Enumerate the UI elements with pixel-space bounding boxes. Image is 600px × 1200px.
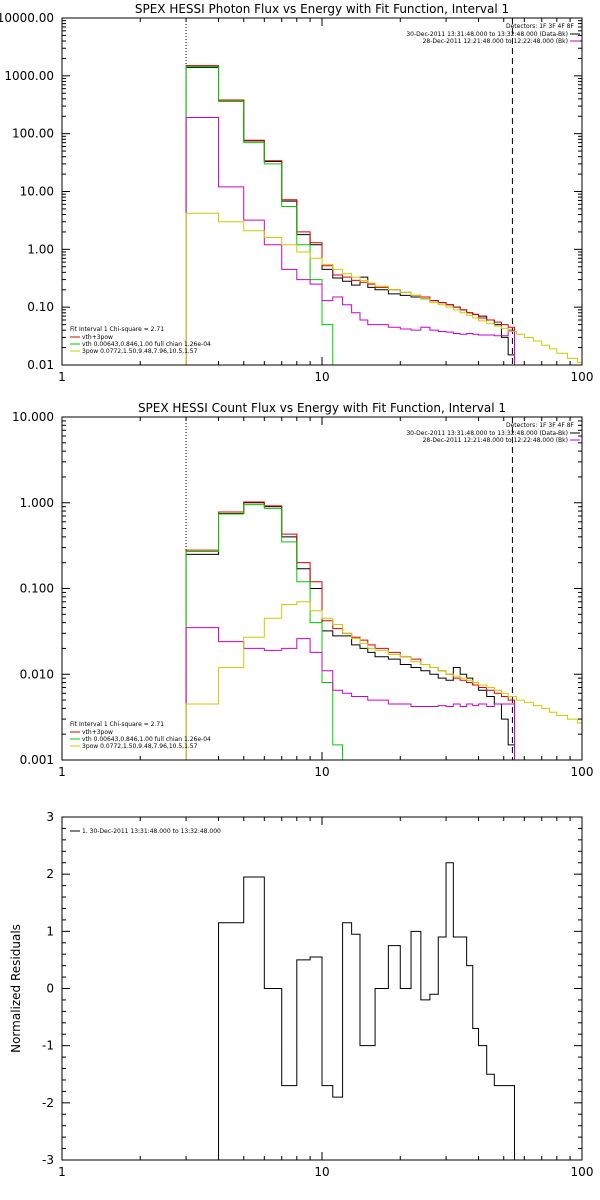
y-tick-label: 0.01 [27,358,54,372]
series-line-4 [185,117,515,365]
chart-panel-2: SPEX HESSI Count Flux vs Energy with Fit… [12,401,593,779]
y-tick-label: 1.000 [20,496,54,510]
y-tick-label: -2 [42,1096,54,1110]
series-line-4 [185,627,515,760]
legend-entry: vth+3pow [82,334,113,341]
plot-frame [61,17,583,366]
y-tick-label: 0.010 [20,667,54,681]
y-tick-label: 3 [46,810,54,824]
y-tick-label: 10.00 [20,185,54,199]
detectors-label: Detectors: 1F 3F 4F 8F [506,23,575,30]
fit-header: Fit Interval 1 Chi-square = 2.71 [70,326,164,333]
legend-entry: vth+3pow [82,729,113,736]
chart-panel-1: SPEX HESSI Photon Flux vs Energy with Fi… [0,2,593,384]
legend-entry: 3pow 0.0772,1.50,9.48,7.96,10.5,1.57 [82,348,198,355]
y-tick-label: -1 [42,1039,54,1053]
x-tick-label: 10 [314,370,329,384]
y-tick-label: -3 [42,1153,54,1167]
chart-title: SPEX HESSI Count Flux vs Energy with Fit… [138,401,506,415]
y-tick-label: 0.001 [20,753,54,767]
legend-entry: 30-Dec-2011 13:31:48.000 to 13:32:48.000… [406,31,568,38]
y-tick-label: 0.10 [27,300,54,314]
plot-frame [61,816,583,1161]
series-line-1 [185,66,515,365]
x-tick-label: 10 [314,1165,329,1179]
y-tick-label: 1000.00 [4,69,54,83]
x-tick-label: 100 [571,1165,594,1179]
series-line-1 [185,502,515,760]
y-tick-label: 1.00 [27,242,54,256]
y-tick-label: 2 [46,867,54,881]
legend-entry: 28-Dec-2011 12:21:48.000 to 12:22:48.000… [423,437,568,444]
plot-frame [61,416,583,761]
legend-entry: 1. 30-Dec-2011 13:31:48.000 to 13:32:48.… [82,828,221,835]
legend-entry: vth 0.00643,0.846,1.00 full chian 1.26e-… [82,341,211,348]
series-line-1 [186,862,515,1160]
series-line-2 [185,501,515,760]
chart-title: SPEX HESSI Photon Flux vs Energy with Fi… [135,2,509,16]
series-group [185,65,582,365]
series-line-5 [185,212,582,365]
x-tick-label: 1 [58,765,66,779]
y-tick-label: 10000.00 [0,11,54,25]
series-group [185,501,582,760]
legend-entry: 28-Dec-2011 12:21:48.000 to 12:22:48.000… [423,38,568,45]
series-group [186,862,515,1160]
y-tick-label: 0 [46,982,54,996]
fit-header: Fit Interval 1 Chi-square = 2.71 [70,721,164,728]
series-line-3 [185,66,344,365]
chart-panel-3: 1 10 100 -3 -2 -1 0 1 2 3 Normalized Residuals 1. 3… [9,810,593,1179]
y-tick-label: 100.00 [12,127,54,141]
x-tick-label: 1 [58,370,66,384]
y-axis-label: Normalized Residuals [9,924,23,1053]
legend-entry: 30-Dec-2011 13:31:48.000 to 13:32:48.000… [406,430,568,437]
y-tick-label: 1 [46,924,54,938]
x-tick-label: 1 [58,1165,66,1179]
x-tick-label: 100 [571,370,594,384]
y-tick-label: 0.100 [20,582,54,596]
legend-entry: vth 0.00643,0.846,1.00 full chian 1.26e-… [82,736,211,743]
series-line-3 [185,504,344,760]
y-tick-label: 10.000 [12,410,54,424]
x-tick-label: 100 [571,765,594,779]
x-tick-label: 10 [314,765,329,779]
series-line-2 [185,65,515,365]
legend-entry: 3pow 0.0772,1.50,9.48,7.96,10.5,1.57 [82,743,198,750]
detectors-label: Detectors: 1F 3F 4F 8F [506,422,575,429]
series-line-5 [185,601,582,760]
